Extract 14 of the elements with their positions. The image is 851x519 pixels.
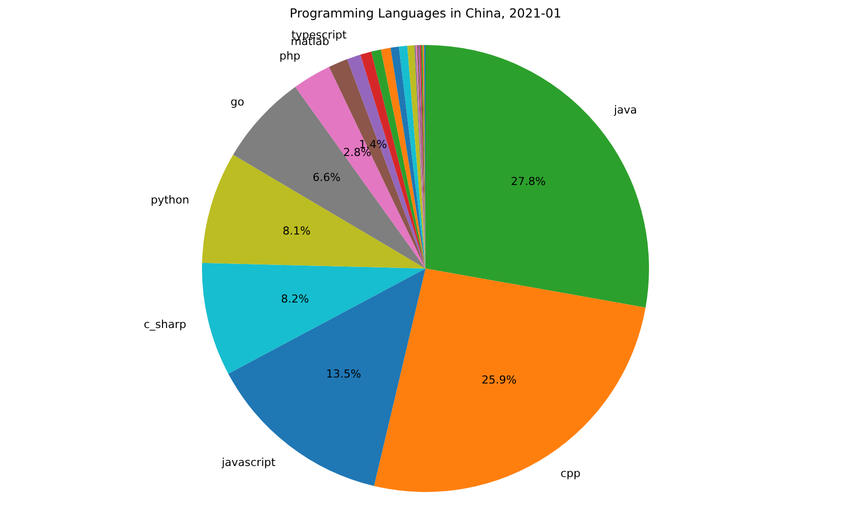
slice-label: go bbox=[230, 95, 244, 108]
data-label: 27.8% bbox=[510, 175, 546, 188]
data-label: 6.6% bbox=[312, 170, 341, 184]
slice-label: php bbox=[279, 50, 300, 63]
slice-label: python bbox=[150, 194, 190, 207]
slice-label: cpp bbox=[560, 466, 581, 480]
slice-label: java bbox=[612, 103, 638, 116]
slice-label: javascript bbox=[220, 456, 276, 470]
chart-title: Programming Languages in China, 2021-01 bbox=[290, 5, 562, 20]
data-label: 8.2% bbox=[281, 292, 309, 306]
data-label: 25.9% bbox=[482, 373, 517, 386]
data-label: 8.1% bbox=[282, 224, 311, 238]
data-label: 13.5% bbox=[326, 368, 362, 381]
slice-label: c_sharp bbox=[144, 318, 186, 331]
